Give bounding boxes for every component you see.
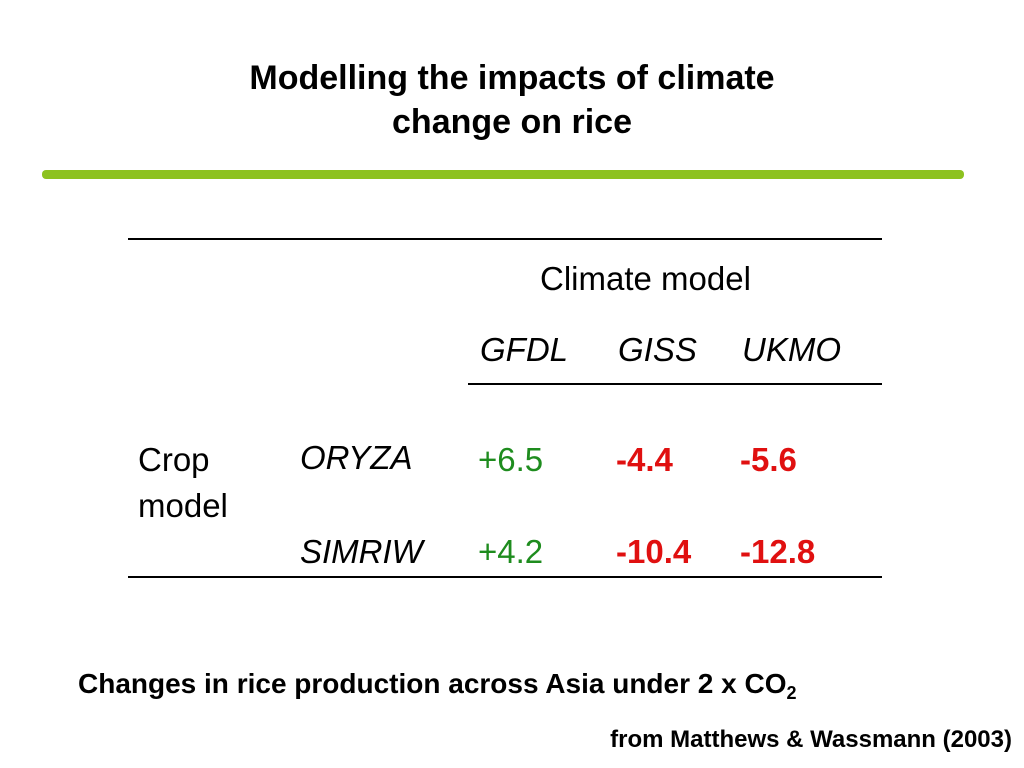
slide-title: Modelling the impacts of climate change … xyxy=(0,56,1024,144)
title-line-2: change on rice xyxy=(392,103,632,141)
row-label-simriw: SIMRIW xyxy=(300,533,423,570)
cell-simriw-gfdl: +4.2 xyxy=(478,533,544,570)
row-label-oryza: ORYZA xyxy=(300,439,413,476)
cell-simriw-giss: -10.4 xyxy=(616,533,692,570)
title-line-1: Modelling the impacts of climate xyxy=(249,59,775,97)
column-header-giss: GISS xyxy=(618,331,697,368)
cell-oryza-ukmo: -5.6 xyxy=(740,441,797,478)
title-accent-bar xyxy=(42,170,964,179)
cell-oryza-gfdl: +6.5 xyxy=(478,441,544,478)
table-bottom-rule xyxy=(128,576,882,578)
caption-text: Changes in rice production across Asia u… xyxy=(78,668,787,699)
source-citation: from Matthews & Wassmann (2003) xyxy=(610,726,1012,753)
table-top-rule xyxy=(128,238,882,240)
cell-oryza-giss: -4.4 xyxy=(616,441,673,478)
column-header-ukmo: UKMO xyxy=(742,331,841,368)
cell-simriw-ukmo: -12.8 xyxy=(740,533,816,570)
row-header-line-2: model xyxy=(138,487,228,524)
column-header-rule xyxy=(468,383,882,385)
caption-subscript: 2 xyxy=(786,683,797,703)
climate-model-header: Climate model xyxy=(540,260,751,297)
row-header-line-1: Crop xyxy=(138,441,210,478)
table-caption: Changes in rice production across Asia u… xyxy=(78,666,797,711)
column-header-gfdl: GFDL xyxy=(480,331,569,368)
